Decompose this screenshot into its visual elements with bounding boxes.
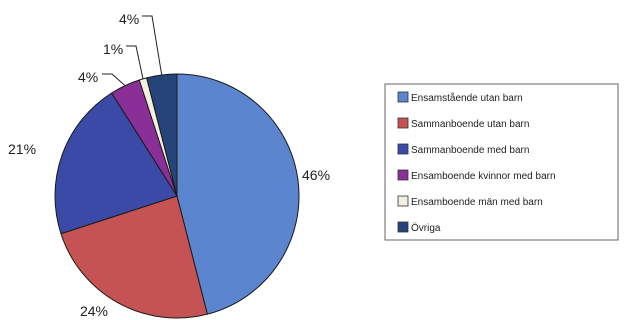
leader-line [142,15,163,76]
legend: Ensamstående utan barn Sammanboende utan … [384,83,619,241]
slice-label: 46% [302,167,330,183]
legend-swatch [397,143,409,155]
legend-label: Sammanboende utan barn [411,119,529,130]
leader-line [126,45,144,79]
legend-swatch [397,169,409,181]
pie-slice [54,92,178,235]
legend-label: Ensamstående utan barn [411,92,523,104]
legend-swatch [397,221,409,233]
legend-swatch [397,91,409,103]
slice-label: 4% [119,11,139,27]
legend-label: Sammanboende med barn [411,145,529,156]
legend-swatch [397,195,409,207]
slice-label: 24% [80,303,108,319]
slice-labels: 46% 24% 21% 4% 1% 4% [8,11,330,319]
slice-label: 1% [103,41,123,57]
slice-label: 4% [78,69,98,85]
leader-line [102,73,126,86]
leader-lines [102,15,163,86]
pie-slice [146,73,178,197]
pie-slices [54,73,300,319]
legend-swatch [397,117,409,129]
legend-label: Övriga [411,222,441,234]
legend-label: Ensamboende kvinnor med barn [411,171,556,182]
legend-box [384,83,619,241]
slice-label: 21% [8,141,36,157]
pie-slice [60,195,208,319]
pie-slice [176,73,300,315]
legend-label: Ensamboende män med barn [411,197,543,208]
